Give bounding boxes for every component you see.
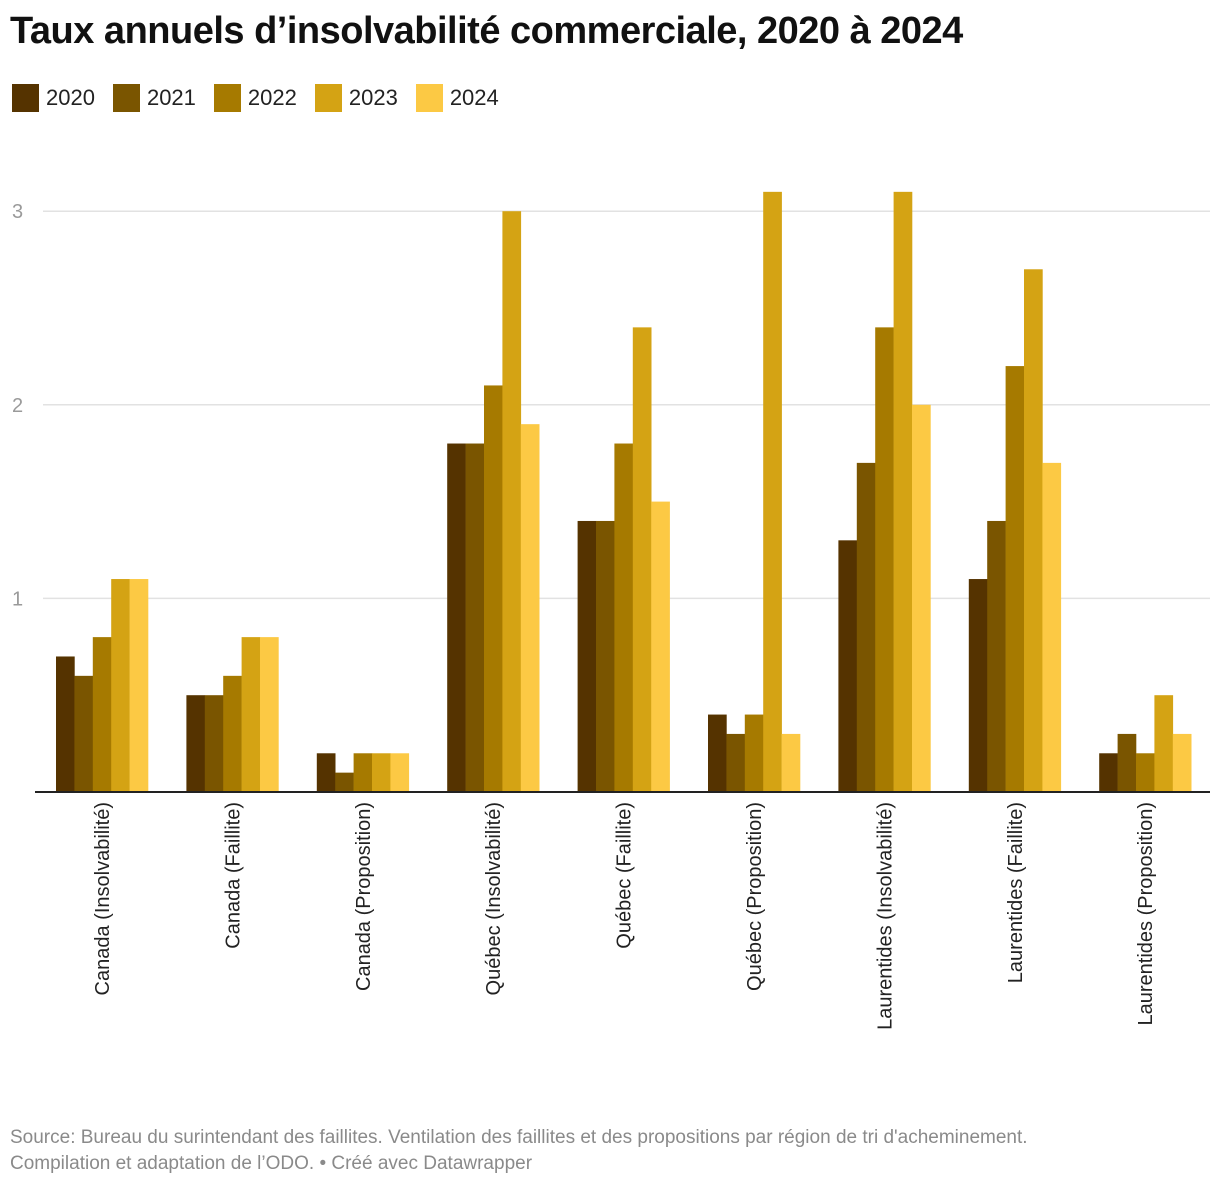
bar [111,579,130,792]
x-tick-label: Québec (Insolvabilité) [483,802,505,995]
bar [726,733,746,792]
bar [390,753,410,792]
bar [335,772,354,792]
footer: Source: Bureau du surintendant des faill… [10,1125,1028,1177]
bar [92,637,112,792]
credit-note: Compilation et adaptation de l’ODO. • Cr… [10,1153,533,1174]
bar [465,443,485,792]
bar [875,327,894,792]
bar [632,327,652,792]
legend-item: 2020 [12,84,95,112]
bar [708,714,727,792]
bar [596,520,615,792]
legend-swatch [415,84,443,112]
legend-swatch [213,84,241,112]
bar [1117,733,1137,792]
legend-item: 2024 [415,84,499,112]
bar [987,520,1006,792]
bar [838,540,858,792]
bar [781,733,801,792]
bar [502,211,522,792]
bar [893,191,913,793]
bar [614,443,634,792]
bar [856,462,876,792]
x-tick-label: Canada (Proposition) [353,802,375,991]
x-tick-label: Québec (Faillite) [614,802,636,949]
legend: 2020 2021 2022 2023 2024 [12,84,499,112]
x-tick-label: Laurentides (Insolvabilité) [874,802,896,1030]
bar [260,637,279,792]
y-tick-label: 3 [12,201,23,223]
legend-label: 2020 [46,85,95,110]
y-tick-label: 1 [12,588,23,610]
legend-label: 2023 [348,85,398,110]
bar [484,385,503,792]
bar [353,753,373,792]
bar [204,695,224,792]
x-tick-label: Québec (Proposition) [744,802,766,991]
bar [1172,733,1192,792]
bar [223,675,242,792]
x-tick-label: Canada (Faillite) [222,802,244,949]
bar [241,637,261,792]
bar [577,520,597,792]
legend-swatch [112,84,140,112]
x-tick-label: Canada (Insolvabilité) [92,802,114,995]
bar [186,695,206,792]
bar [74,675,94,792]
bar [316,753,336,792]
legend-label: 2024 [449,85,499,110]
chart-title: Taux annuels d’insolvabilité commerciale… [10,10,963,52]
legend-swatch [314,84,342,112]
legend-label: 2021 [146,85,196,110]
y-tick-label: 2 [12,395,23,417]
x-tick-label: Laurentides (Proposition) [1135,802,1157,1025]
bar [372,753,391,792]
bar [968,579,988,792]
bar [1042,462,1062,792]
bar [56,656,75,792]
bar [1099,753,1118,792]
bar [1154,695,1174,792]
bar [744,714,764,792]
bar [651,501,670,792]
bar [129,579,149,792]
x-tick-label: Laurentides (Faillite) [1005,802,1027,983]
source-note: Source: Bureau du surintendant des faill… [10,1127,1028,1148]
legend-swatch [12,84,39,112]
bar [1136,753,1155,792]
bar [912,404,931,792]
bar [447,443,466,792]
bar [763,191,782,793]
legend-item: 2023 [314,84,398,112]
legend-item: 2022 [213,84,297,112]
bar [1005,366,1025,792]
legend-item: 2021 [112,84,196,112]
bar [520,424,540,792]
bar [1024,269,1043,792]
legend-label: 2022 [247,85,297,110]
